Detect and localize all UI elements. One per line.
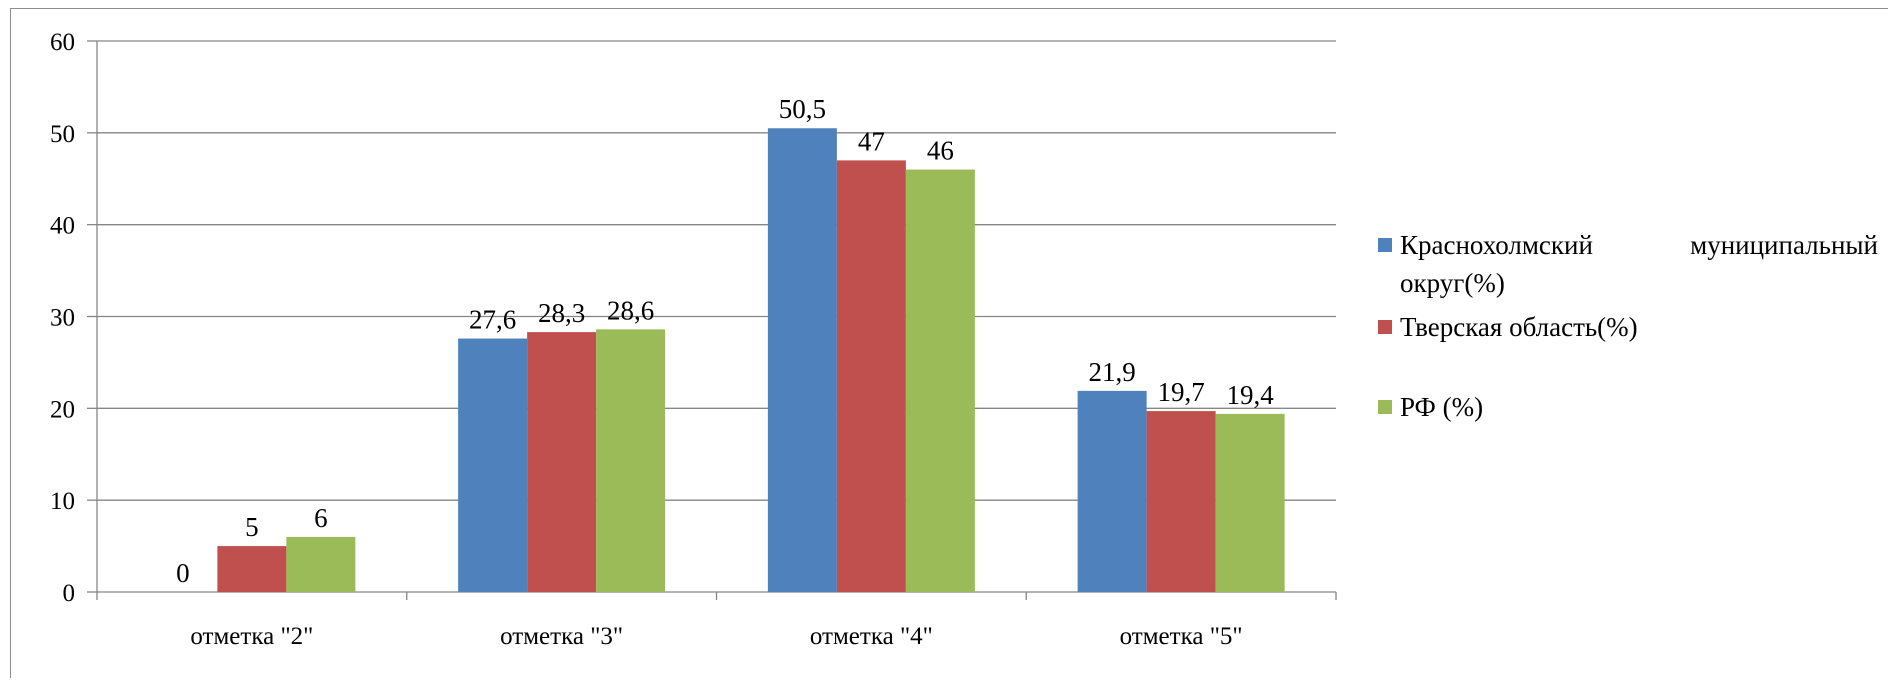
legend-label: Тверская область(%) [1400,312,1638,342]
y-tick-label: 60 [50,29,75,56]
bar-3-1 [286,536,356,592]
data-label: 27,6 [469,305,516,335]
bar-3-3 [905,169,975,593]
bar-1-2 [458,338,528,592]
bar-2-1 [217,546,287,592]
legend-item: Краснохолмский муниципальный округ(%) [1378,226,1878,302]
y-tick-label: 20 [50,396,75,423]
bar-2-4 [1146,411,1216,592]
data-label: 6 [314,503,328,533]
data-label: 50,5 [779,94,826,124]
bar-3-2 [596,329,666,592]
data-label: 28,6 [607,295,654,325]
y-tick-label: 30 [50,305,75,332]
y-tick-label: 10 [50,488,75,515]
legend-swatch [1378,320,1392,334]
x-category-label: отметка "2" [190,623,313,650]
x-category-label: отметка "4" [810,623,933,650]
data-label: 47 [858,126,885,156]
legend-swatch [1378,238,1392,252]
bar-1-3 [767,128,837,592]
data-label: 5 [245,512,259,542]
legend-item: РФ (%) [1378,388,1878,426]
data-label: 28,3 [538,298,585,328]
y-tick-label: 50 [50,121,75,148]
data-label: 19,4 [1227,380,1275,410]
data-label: 21,9 [1089,357,1136,387]
bar-2-3 [836,160,906,592]
bar-3-4 [1215,413,1285,592]
x-category-label: отметка "3" [500,623,623,650]
data-label: 19,7 [1158,377,1205,407]
chart-frame [10,8,1888,678]
x-category-label: отметка "5" [1120,623,1243,650]
y-tick-label: 40 [50,213,75,240]
legend-item: Тверская область(%) [1378,308,1878,346]
bar-1-4 [1077,390,1147,592]
data-label: 0 [176,558,190,588]
bar-2-2 [527,332,597,592]
legend-label: Краснохолмский муниципальный округ(%) [1400,230,1878,298]
legend-label: РФ (%) [1400,392,1484,422]
chart-legend: Краснохолмский муниципальный округ(%) Тве… [1378,226,1878,426]
y-tick-label: 0 [63,580,76,607]
legend-swatch [1378,400,1392,414]
data-label: 46 [927,136,954,166]
